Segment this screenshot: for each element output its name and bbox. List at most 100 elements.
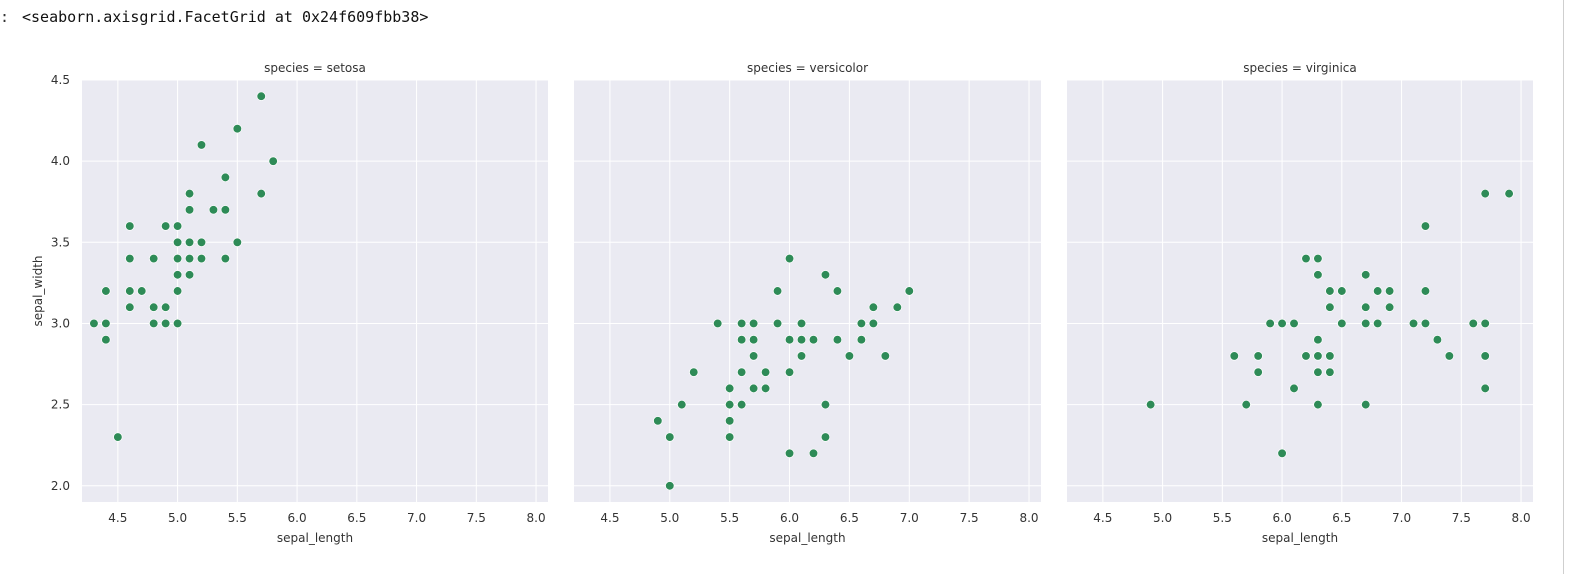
- x-tick-label: 7.0: [407, 511, 426, 525]
- data-point: [784, 253, 795, 264]
- data-point: [856, 318, 867, 329]
- facet-panel: 4.5 5.0 5.5 6.0 6.5 7.0 7.5 8.0 species = versic…: [574, 61, 1041, 545]
- data-point: [1361, 302, 1371, 312]
- data-point: [808, 335, 819, 345]
- data-point: [1504, 188, 1514, 199]
- data-point: [220, 205, 231, 215]
- x-tick-label: 4.5: [1093, 511, 1112, 525]
- data-point: [1313, 270, 1323, 280]
- x-tick-label: 5.0: [660, 511, 679, 525]
- data-point: [1373, 318, 1383, 329]
- x-tick-label: 5.5: [720, 511, 739, 525]
- data-point: [689, 367, 699, 377]
- data-point: [653, 416, 663, 426]
- data-point: [1384, 286, 1395, 296]
- x-tick-label: 5.0: [168, 511, 187, 525]
- x-tick-label: 6.5: [1332, 511, 1351, 525]
- data-point: [736, 367, 747, 377]
- data-point: [784, 367, 795, 377]
- data-point: [1265, 318, 1275, 329]
- data-point: [1301, 253, 1311, 264]
- data-point: [184, 205, 195, 215]
- data-point: [1253, 367, 1263, 377]
- data-point: [760, 367, 771, 377]
- data-point: [1325, 367, 1335, 377]
- data-point: [1277, 448, 1287, 458]
- data-point: [904, 286, 914, 296]
- data-point: [125, 253, 135, 264]
- panel-background: [82, 80, 548, 502]
- data-point: [220, 172, 231, 183]
- data-point: [736, 318, 747, 329]
- data-point: [1480, 188, 1490, 199]
- data-point: [172, 270, 183, 280]
- data-point: [184, 270, 195, 280]
- data-point: [725, 416, 735, 426]
- data-point: [784, 448, 795, 458]
- data-point: [1313, 335, 1323, 345]
- data-point: [1480, 318, 1490, 329]
- x-tick-label: 6.0: [288, 511, 307, 525]
- data-point: [1420, 221, 1431, 231]
- data-point: [172, 221, 183, 231]
- data-point: [796, 335, 807, 345]
- data-point: [1480, 351, 1490, 361]
- data-point: [1420, 286, 1431, 296]
- data-point: [796, 351, 807, 361]
- x-tick-label: 8.0: [527, 511, 546, 525]
- data-point: [1325, 302, 1335, 312]
- data-point: [1301, 351, 1311, 361]
- data-point: [196, 140, 207, 150]
- data-point: [137, 286, 147, 296]
- x-tick-label: 6.0: [780, 511, 799, 525]
- data-point: [1325, 351, 1335, 361]
- data-point: [713, 318, 723, 329]
- data-point: [820, 432, 831, 442]
- data-point: [220, 253, 231, 264]
- data-point: [113, 432, 123, 442]
- panel-title: species = versicolor: [747, 61, 868, 75]
- data-point: [172, 286, 183, 296]
- data-point: [196, 237, 207, 247]
- x-tick-label: 4.5: [600, 511, 619, 525]
- data-point: [665, 432, 675, 442]
- y-tick-label: 3.5: [51, 235, 70, 249]
- data-point: [1408, 318, 1419, 329]
- x-tick-label: 5.0: [1153, 511, 1172, 525]
- data-point: [868, 302, 879, 312]
- x-axis-label: sepal_length: [769, 531, 845, 545]
- data-point: [736, 335, 747, 345]
- data-point: [1444, 351, 1455, 361]
- data-point: [868, 318, 879, 329]
- data-point: [184, 188, 195, 199]
- x-tick-label: 7.5: [960, 511, 979, 525]
- data-point: [125, 302, 135, 312]
- data-point: [1361, 399, 1371, 410]
- data-point: [101, 318, 111, 329]
- y-tick-label: 4.5: [51, 73, 70, 87]
- facet-panel: 4.5 5.0 5.5 6.0 6.5 7.0 7.5 8.0 species = virgin…: [1067, 61, 1533, 545]
- data-point: [160, 221, 171, 231]
- data-point: [125, 221, 135, 231]
- x-tick-label: 5.5: [1213, 511, 1232, 525]
- x-tick-label: 6.5: [840, 511, 859, 525]
- data-point: [725, 432, 735, 442]
- data-point: [725, 383, 735, 394]
- x-tick-label: 7.5: [467, 511, 486, 525]
- data-point: [772, 286, 783, 296]
- data-point: [772, 318, 783, 329]
- data-point: [880, 351, 890, 361]
- data-point: [1253, 351, 1263, 361]
- y-tick-label: 4.0: [51, 154, 70, 168]
- data-point: [1229, 351, 1239, 361]
- data-point: [1241, 399, 1251, 410]
- y-tick-label: 3.0: [51, 316, 70, 330]
- data-point: [760, 383, 771, 394]
- x-tick-label: 6.5: [347, 511, 366, 525]
- data-point: [1373, 286, 1383, 296]
- panel-background: [574, 80, 1041, 502]
- data-point: [1277, 318, 1287, 329]
- data-point: [1432, 335, 1443, 345]
- output-prompt: :: [0, 8, 10, 26]
- data-point: [1384, 302, 1395, 312]
